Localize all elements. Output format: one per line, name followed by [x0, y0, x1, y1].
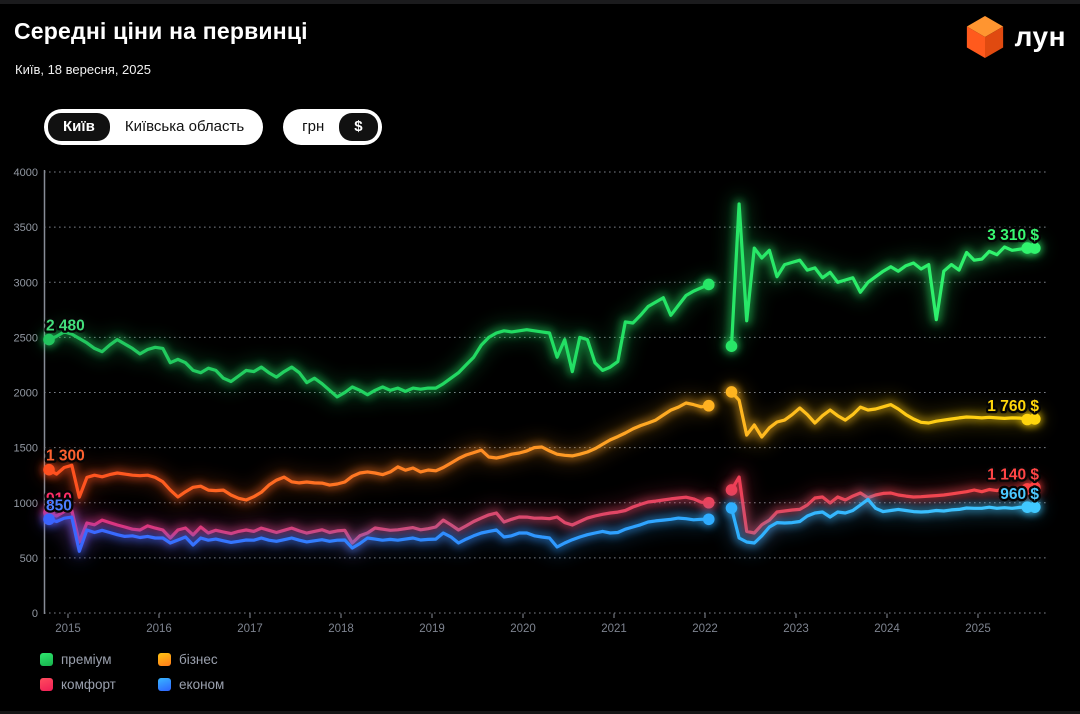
currency-toggle: грн $ [283, 109, 382, 145]
lun-logo-text: лун [1014, 21, 1066, 52]
chart-controls: Київ Київська область грн $ [44, 109, 382, 145]
y-tick-label: 2000 [14, 388, 38, 400]
legend-item-business[interactable]: бізнес [158, 652, 218, 667]
x-axis: 2015 2016 2017 2018 2019 2020 2021 2022 2023 2024… [55, 613, 991, 635]
x-tick-label: 2015 [55, 623, 81, 635]
page-title: Середні ціни на первинці [14, 18, 308, 44]
series-value-label: 1 300 [46, 448, 85, 465]
x-tick-label: 2018 [328, 623, 354, 635]
value-labels: 2 480 3 310 $ 1 300 1 760 $ 910 1 140 $ 850 960… [44, 225, 1042, 517]
legend-label: економ [179, 677, 225, 692]
series-path [47, 282, 711, 399]
x-tick-label: 2022 [692, 623, 718, 635]
y-tick-label: 2500 [14, 332, 38, 344]
lun-cube-icon [966, 16, 1003, 58]
window-edge-bottom [0, 711, 1080, 714]
data-point-dot [725, 340, 738, 352]
data-point-dot [1021, 483, 1034, 495]
econom-color-swatch [158, 678, 171, 691]
comfort-color-swatch [40, 678, 53, 691]
y-tick-label: 3500 [14, 222, 38, 234]
data-point-dot [702, 278, 715, 291]
legend-label: преміум [61, 652, 112, 667]
region-option-kyiv-oblast[interactable]: Київська область [110, 113, 259, 141]
series-path [729, 475, 1037, 535]
series-економ [39, 489, 1045, 562]
series-value-label: 2 480 [46, 318, 85, 335]
data-point-dot [1021, 242, 1034, 254]
x-tick-label: 2016 [146, 623, 172, 635]
window-edge-top [0, 0, 1080, 4]
data-point-dot [725, 502, 738, 514]
series-value-label: 1 140 $ [987, 466, 1039, 483]
page-subtitle: Київ, 18 вересня, 2025 [15, 62, 151, 77]
series-path [47, 401, 711, 502]
data-point-dot [1021, 501, 1034, 513]
series-value-label: 1 760 $ [987, 398, 1039, 415]
x-tick-label: 2019 [419, 623, 445, 635]
data-point-dot [43, 513, 55, 526]
x-tick-label: 2020 [510, 623, 536, 635]
series-path [729, 202, 1037, 348]
y-tick-label: 3000 [14, 277, 38, 289]
y-tick-label: 500 [20, 553, 38, 565]
y-tick-label: 1500 [14, 443, 38, 455]
data-point-dot [702, 399, 715, 412]
series-преміум [39, 194, 1045, 407]
x-tick-label: 2023 [783, 623, 809, 635]
y-tick-label: 0 [32, 608, 38, 620]
data-point-dot [702, 496, 715, 509]
x-tick-label: 2017 [237, 623, 263, 635]
legend-item-econom[interactable]: економ [158, 677, 224, 692]
x-tick-label: 2025 [965, 623, 991, 635]
data-point-dot [43, 463, 55, 476]
y-tick-label: 4000 [14, 167, 38, 179]
series-value-label: 910 [46, 491, 72, 508]
premium-color-swatch [40, 653, 53, 666]
series-path [729, 497, 1037, 545]
legend-label: бізнес [179, 652, 218, 667]
currency-option-uah[interactable]: грн [287, 113, 339, 141]
data-point-dot [702, 513, 715, 526]
series-бізнес [39, 381, 1045, 510]
legend-item-premium[interactable]: преміум [40, 652, 112, 667]
data-point-dot [1021, 413, 1034, 426]
region-option-kyiv[interactable]: Київ [48, 113, 110, 141]
series-value-label: 850 [46, 497, 72, 514]
data-point-dot [725, 386, 738, 398]
series-path [47, 515, 711, 553]
data-point-dot [725, 484, 738, 496]
legend-label: комфорт [61, 677, 116, 692]
price-history-chart[interactable]: 0 500 1000 1500 2000 2500 3000 3500 4000 2015 2016… [0, 150, 1080, 650]
region-toggle: Київ Київська область [44, 109, 264, 145]
lun-logo: лун [964, 14, 1066, 60]
currency-option-usd[interactable]: $ [339, 113, 378, 141]
x-tick-label: 2021 [601, 623, 627, 635]
business-color-swatch [158, 653, 171, 666]
series-path [729, 390, 1037, 439]
legend-item-comfort[interactable]: комфорт [40, 677, 116, 692]
y-tick-label: 1000 [14, 498, 38, 510]
data-point-dot [43, 333, 55, 346]
x-tick-label: 2024 [874, 623, 900, 635]
series-value-label: 960 $ [1000, 486, 1039, 503]
series-value-label: 3 310 $ [987, 227, 1039, 244]
